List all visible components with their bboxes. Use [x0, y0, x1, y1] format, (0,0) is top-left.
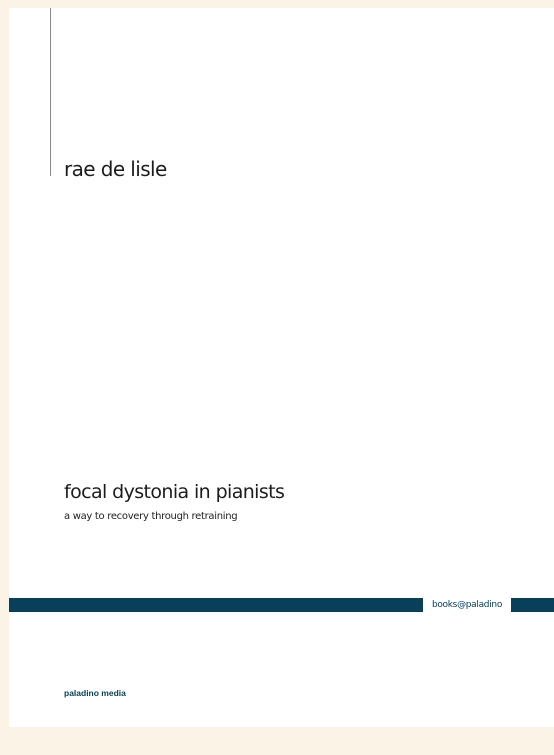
- vertical-rule: [50, 8, 51, 176]
- band-left-bar: [9, 598, 423, 612]
- band-right-bar: [511, 598, 554, 612]
- book-cover: rae de lisle focal dystonia in pianists …: [9, 8, 554, 727]
- book-subtitle: a way to recovery through retraining: [64, 511, 238, 522]
- book-title: focal dystonia in pianists: [64, 481, 285, 503]
- band-email-label: books@paladino: [423, 598, 511, 612]
- accent-band: books@paladino: [9, 598, 554, 612]
- publisher-name: paladino media: [64, 688, 126, 698]
- author-name: rae de lisle: [64, 157, 167, 181]
